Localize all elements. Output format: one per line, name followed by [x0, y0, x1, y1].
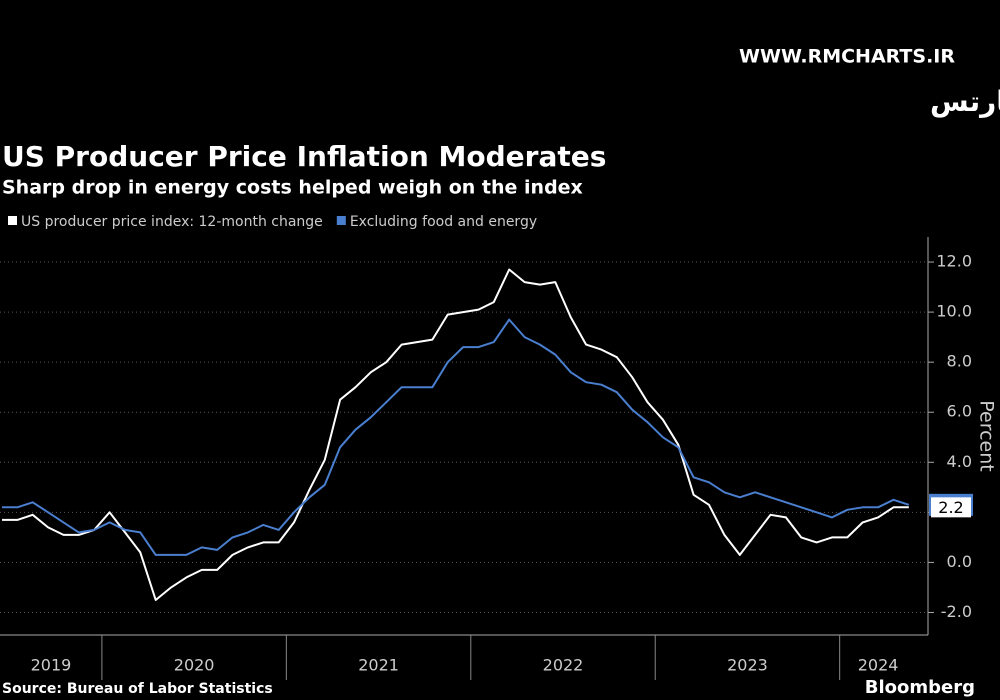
legend-swatch [336, 216, 346, 225]
source: Source: Bureau of Labor Statistics [2, 681, 273, 697]
chart-title: US Producer Price Inflation Moderates [2, 140, 606, 173]
y-tick-label: -2.0 [941, 602, 972, 621]
legend-swatch [8, 216, 17, 225]
y-tick-label: 0.0 [947, 552, 972, 571]
legend-label: US producer price index: 12-month change [21, 214, 323, 230]
x-tick-label: 2020 [174, 656, 215, 675]
brand: Bloomberg [865, 677, 975, 698]
x-tick-label: 2021 [358, 656, 399, 675]
y-tick-label: 8.0 [947, 352, 972, 371]
watermark-name: آر ام چارتس [930, 84, 1000, 118]
chart-subtitle: Sharp drop in energy costs helped weigh … [2, 177, 583, 199]
x-tick-label: 2022 [543, 656, 584, 675]
y-tick-label: 10.0 [936, 302, 972, 321]
series-line [2, 268, 909, 601]
last-value-box [931, 497, 971, 518]
y-tick-label: 6.0 [947, 402, 972, 421]
y-tick-label: 4.0 [947, 452, 972, 471]
watermark-site: WWW.RMCHARTS.IR [739, 46, 955, 68]
x-tick-label: 2023 [727, 656, 768, 675]
y-axis-label: Percent [976, 400, 998, 472]
legend-label: Excluding food and energy [350, 214, 537, 230]
last-value-label: 2.2 [938, 498, 963, 517]
series-line [2, 318, 910, 556]
x-tick-label: 2024 [858, 656, 899, 675]
x-tick-label: 2019 [31, 656, 72, 675]
y-tick-label: 12.0 [936, 252, 972, 271]
